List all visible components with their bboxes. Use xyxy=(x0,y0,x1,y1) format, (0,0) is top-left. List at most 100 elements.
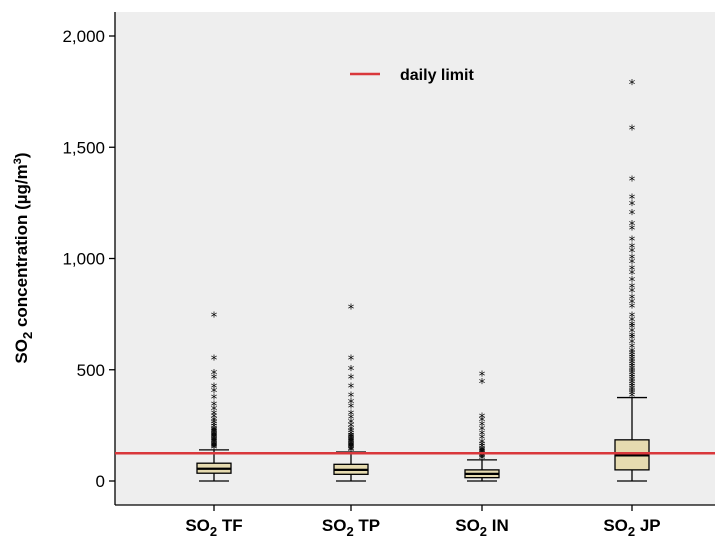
outlier-marker: * xyxy=(211,426,218,441)
outlier-marker: * xyxy=(348,417,355,432)
outlier-marker: * xyxy=(629,224,636,239)
legend-label-daily-limit: daily limit xyxy=(400,67,474,84)
outlier-marker: * xyxy=(211,438,218,453)
y-tick-label: 0 xyxy=(96,472,105,491)
box-plot-2: ***************************** xyxy=(333,303,369,482)
outlier-marker: * xyxy=(479,449,486,464)
outlier-marker: * xyxy=(211,419,218,434)
outlier-marker: * xyxy=(348,303,355,318)
outlier-marker: * xyxy=(211,399,218,414)
outlier-marker: * xyxy=(211,428,218,443)
y-tick-label: 1,000 xyxy=(62,250,105,269)
outlier-marker: * xyxy=(211,435,218,450)
outlier-marker: * xyxy=(629,199,636,214)
outlier-marker: * xyxy=(629,370,636,385)
outlier-marker: * xyxy=(211,441,218,456)
outlier-marker: * xyxy=(629,78,636,93)
outlier-marker: * xyxy=(211,424,218,439)
outlier-marker: * xyxy=(629,275,636,290)
outlier-marker: * xyxy=(348,432,355,447)
legend: daily limit xyxy=(350,67,474,84)
outlier-marker: * xyxy=(348,439,355,454)
outlier-marker: * xyxy=(211,443,218,458)
outlier-marker: * xyxy=(629,264,636,279)
outlier-marker: * xyxy=(629,219,636,234)
outlier-marker: * xyxy=(479,433,486,448)
outlier-marker: * xyxy=(629,301,636,316)
outlier-marker: * xyxy=(211,415,218,430)
outlier-marker: * xyxy=(348,431,355,446)
outlier-marker: * xyxy=(348,373,355,388)
outlier-marker: * xyxy=(348,436,355,451)
y-tick-label: 2,000 xyxy=(62,27,105,46)
outlier-marker: * xyxy=(629,123,636,138)
outlier-marker: * xyxy=(348,443,355,458)
outlier-marker: * xyxy=(629,333,636,348)
outlier-marker: * xyxy=(629,386,636,401)
outlier-marker: * xyxy=(211,408,218,423)
outlier-marker: * xyxy=(348,402,355,417)
outlier-marker: * xyxy=(629,321,636,336)
outlier-marker: * xyxy=(348,382,355,397)
x-category-label: SO2 TF xyxy=(185,516,242,539)
plot-area xyxy=(115,12,715,505)
outlier-marker: * xyxy=(629,375,636,390)
outlier-marker: * xyxy=(211,442,218,457)
outlier-marker: * xyxy=(348,442,355,457)
outlier-marker: * xyxy=(348,413,355,428)
outlier-marker: * xyxy=(479,439,486,454)
x-category-label: SO2 IN xyxy=(455,516,509,539)
outlier-marker: * xyxy=(211,432,218,447)
outlier-marker: * xyxy=(348,420,355,435)
outlier-marker: * xyxy=(479,428,486,443)
outlier-marker: * xyxy=(211,417,218,432)
outlier-marker: * xyxy=(629,175,636,190)
outlier-marker: * xyxy=(629,346,636,361)
outlier-marker: * xyxy=(348,441,355,456)
outlier-marker: * xyxy=(629,257,636,272)
outlier-marker: * xyxy=(348,364,355,379)
outlier-marker: * xyxy=(629,366,636,381)
outlier-marker: * xyxy=(629,362,636,377)
outlier-marker: * xyxy=(479,447,486,462)
outlier-marker: * xyxy=(348,354,355,369)
outlier-marker: * xyxy=(211,422,218,437)
outlier-marker: * xyxy=(479,437,486,452)
outlier-marker: * xyxy=(629,241,636,256)
outlier-marker: * xyxy=(629,192,636,207)
y-axis: 0 500 1,000 1,500 2,000 xyxy=(62,12,116,505)
outlier-marker: * xyxy=(479,453,486,468)
outlier-marker: * xyxy=(211,433,218,448)
outlier-marker: * xyxy=(629,390,636,405)
y-tick-label: 500 xyxy=(77,361,105,380)
outlier-marker: * xyxy=(348,426,355,441)
outlier-marker: * xyxy=(629,235,636,250)
outlier-marker: * xyxy=(211,412,218,427)
outlier-marker: * xyxy=(629,373,636,388)
outlier-marker: * xyxy=(348,390,355,405)
outlier-marker: * xyxy=(348,424,355,439)
outlier-marker: * xyxy=(629,377,636,392)
outlier-marker: * xyxy=(629,357,636,372)
outlier-marker: * xyxy=(629,342,636,357)
outlier-marker: * xyxy=(629,382,636,397)
outlier-marker: * xyxy=(348,408,355,423)
outlier-marker: * xyxy=(629,253,636,268)
outlier-marker: * xyxy=(629,379,636,394)
outlier-marker: * xyxy=(211,427,218,442)
outlier-marker: * xyxy=(629,326,636,341)
outlier-marker: * xyxy=(479,424,486,439)
outlier-marker: * xyxy=(348,435,355,450)
outlier-marker: * xyxy=(211,439,218,454)
outlier-marker: * xyxy=(629,297,636,312)
outlier-marker: * xyxy=(629,353,636,368)
outlier-marker: * xyxy=(211,436,218,451)
x-category-label: SO2 TP xyxy=(322,516,380,539)
outlier-marker: * xyxy=(479,412,486,427)
outlier-marker: * xyxy=(211,437,218,452)
outlier-marker: * xyxy=(479,419,486,434)
outlier-marker: * xyxy=(629,286,636,301)
outlier-marker: * xyxy=(629,350,636,365)
x-axis: SO2 TF SO2 TP SO2 IN SO2 JP xyxy=(115,504,715,539)
